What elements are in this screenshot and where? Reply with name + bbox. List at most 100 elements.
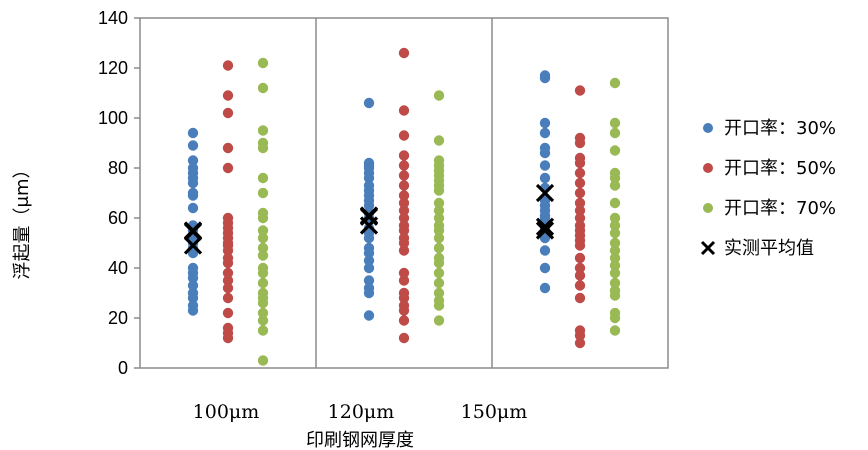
data-point bbox=[222, 142, 234, 154]
data-point bbox=[363, 287, 375, 299]
data-point bbox=[257, 355, 269, 366]
data-point bbox=[363, 232, 375, 244]
y-tick-label: 60 bbox=[108, 208, 128, 228]
data-point bbox=[187, 202, 199, 214]
data-point bbox=[187, 190, 199, 201]
x-axis-title: 印刷钢网厚度 bbox=[306, 430, 414, 450]
data-point bbox=[574, 292, 586, 304]
data-point bbox=[222, 292, 234, 304]
x-axis: 100μm 120μm 150μm bbox=[193, 401, 528, 423]
legend-label: 开口率：70% bbox=[724, 198, 836, 219]
data-point bbox=[433, 197, 445, 209]
data-point bbox=[398, 190, 410, 201]
legend-marker bbox=[703, 163, 713, 173]
data-point bbox=[398, 212, 410, 224]
data-point bbox=[363, 200, 375, 211]
plot-border bbox=[139, 17, 669, 369]
data-point bbox=[398, 292, 410, 304]
data-point bbox=[363, 247, 375, 259]
mean-marker-stroke bbox=[359, 206, 379, 225]
legend-marker-stroke bbox=[700, 240, 716, 256]
data-point bbox=[257, 82, 269, 94]
data-point bbox=[257, 232, 269, 244]
data-point bbox=[433, 300, 445, 311]
data-point bbox=[187, 177, 199, 189]
data-point bbox=[574, 252, 586, 264]
y-tick-label: 140 bbox=[98, 8, 128, 28]
data-point bbox=[363, 310, 375, 321]
data-point bbox=[222, 282, 234, 294]
data-point bbox=[257, 57, 269, 69]
data-point bbox=[398, 332, 410, 344]
data-point bbox=[398, 105, 410, 116]
data-point bbox=[574, 280, 586, 291]
data-point bbox=[539, 245, 551, 256]
data-point bbox=[574, 197, 586, 209]
mean-marker-stroke bbox=[535, 221, 555, 240]
data-point bbox=[574, 157, 586, 169]
data-point bbox=[433, 185, 445, 196]
data-point bbox=[187, 280, 199, 291]
data-point bbox=[398, 170, 410, 181]
data-point bbox=[363, 262, 375, 274]
data-point bbox=[398, 225, 410, 236]
data-point bbox=[257, 142, 269, 154]
data-point bbox=[398, 305, 410, 316]
data-point bbox=[433, 225, 445, 236]
data-point bbox=[609, 197, 621, 209]
data-point bbox=[187, 140, 199, 151]
mean-marker bbox=[183, 236, 203, 255]
data-point bbox=[574, 187, 586, 199]
data-point bbox=[539, 282, 551, 294]
data-point bbox=[398, 205, 410, 216]
data-point bbox=[609, 145, 621, 156]
data-point bbox=[398, 130, 410, 141]
data-point bbox=[363, 275, 375, 286]
data-point bbox=[187, 127, 199, 139]
data-point bbox=[257, 250, 269, 261]
data-point bbox=[433, 315, 445, 326]
data-point bbox=[433, 277, 445, 289]
data-point bbox=[222, 275, 234, 286]
data-point bbox=[222, 107, 234, 119]
data-point bbox=[609, 290, 621, 301]
category-label: 120μm bbox=[328, 401, 395, 423]
data-points bbox=[187, 47, 621, 366]
data-point bbox=[433, 287, 445, 299]
data-point bbox=[433, 205, 445, 216]
data-point bbox=[222, 257, 234, 269]
y-tick-label: 20 bbox=[108, 308, 128, 328]
mean-marker bbox=[535, 217, 555, 236]
data-point bbox=[187, 272, 199, 284]
data-point bbox=[398, 150, 410, 161]
data-point bbox=[574, 330, 586, 341]
legend-label: 实测平均值 bbox=[724, 238, 814, 259]
data-point bbox=[257, 125, 269, 136]
data-point bbox=[398, 245, 410, 256]
legend-label: 开口率：30% bbox=[724, 118, 836, 139]
data-point bbox=[574, 240, 586, 251]
data-point bbox=[609, 277, 621, 289]
data-point bbox=[609, 312, 621, 324]
data-point bbox=[187, 292, 199, 304]
data-point bbox=[609, 237, 621, 249]
data-point bbox=[222, 267, 234, 279]
legend-marker bbox=[703, 123, 713, 133]
data-point bbox=[609, 220, 621, 231]
data-point bbox=[363, 97, 375, 109]
data-point bbox=[257, 307, 269, 319]
data-point bbox=[398, 237, 410, 249]
legend-label: 开口率：50% bbox=[724, 158, 836, 179]
category-label: 150μm bbox=[461, 401, 528, 423]
mean-marker-stroke bbox=[535, 183, 555, 203]
data-point bbox=[539, 117, 551, 129]
data-point bbox=[609, 212, 621, 224]
data-point bbox=[398, 180, 410, 191]
data-point bbox=[222, 307, 234, 319]
category-label: 100μm bbox=[193, 401, 260, 423]
data-point bbox=[187, 305, 199, 316]
data-point bbox=[433, 90, 445, 101]
legend: 开口率：30% 开口率：50% 开口率：70% 实测平均值 bbox=[700, 118, 836, 259]
